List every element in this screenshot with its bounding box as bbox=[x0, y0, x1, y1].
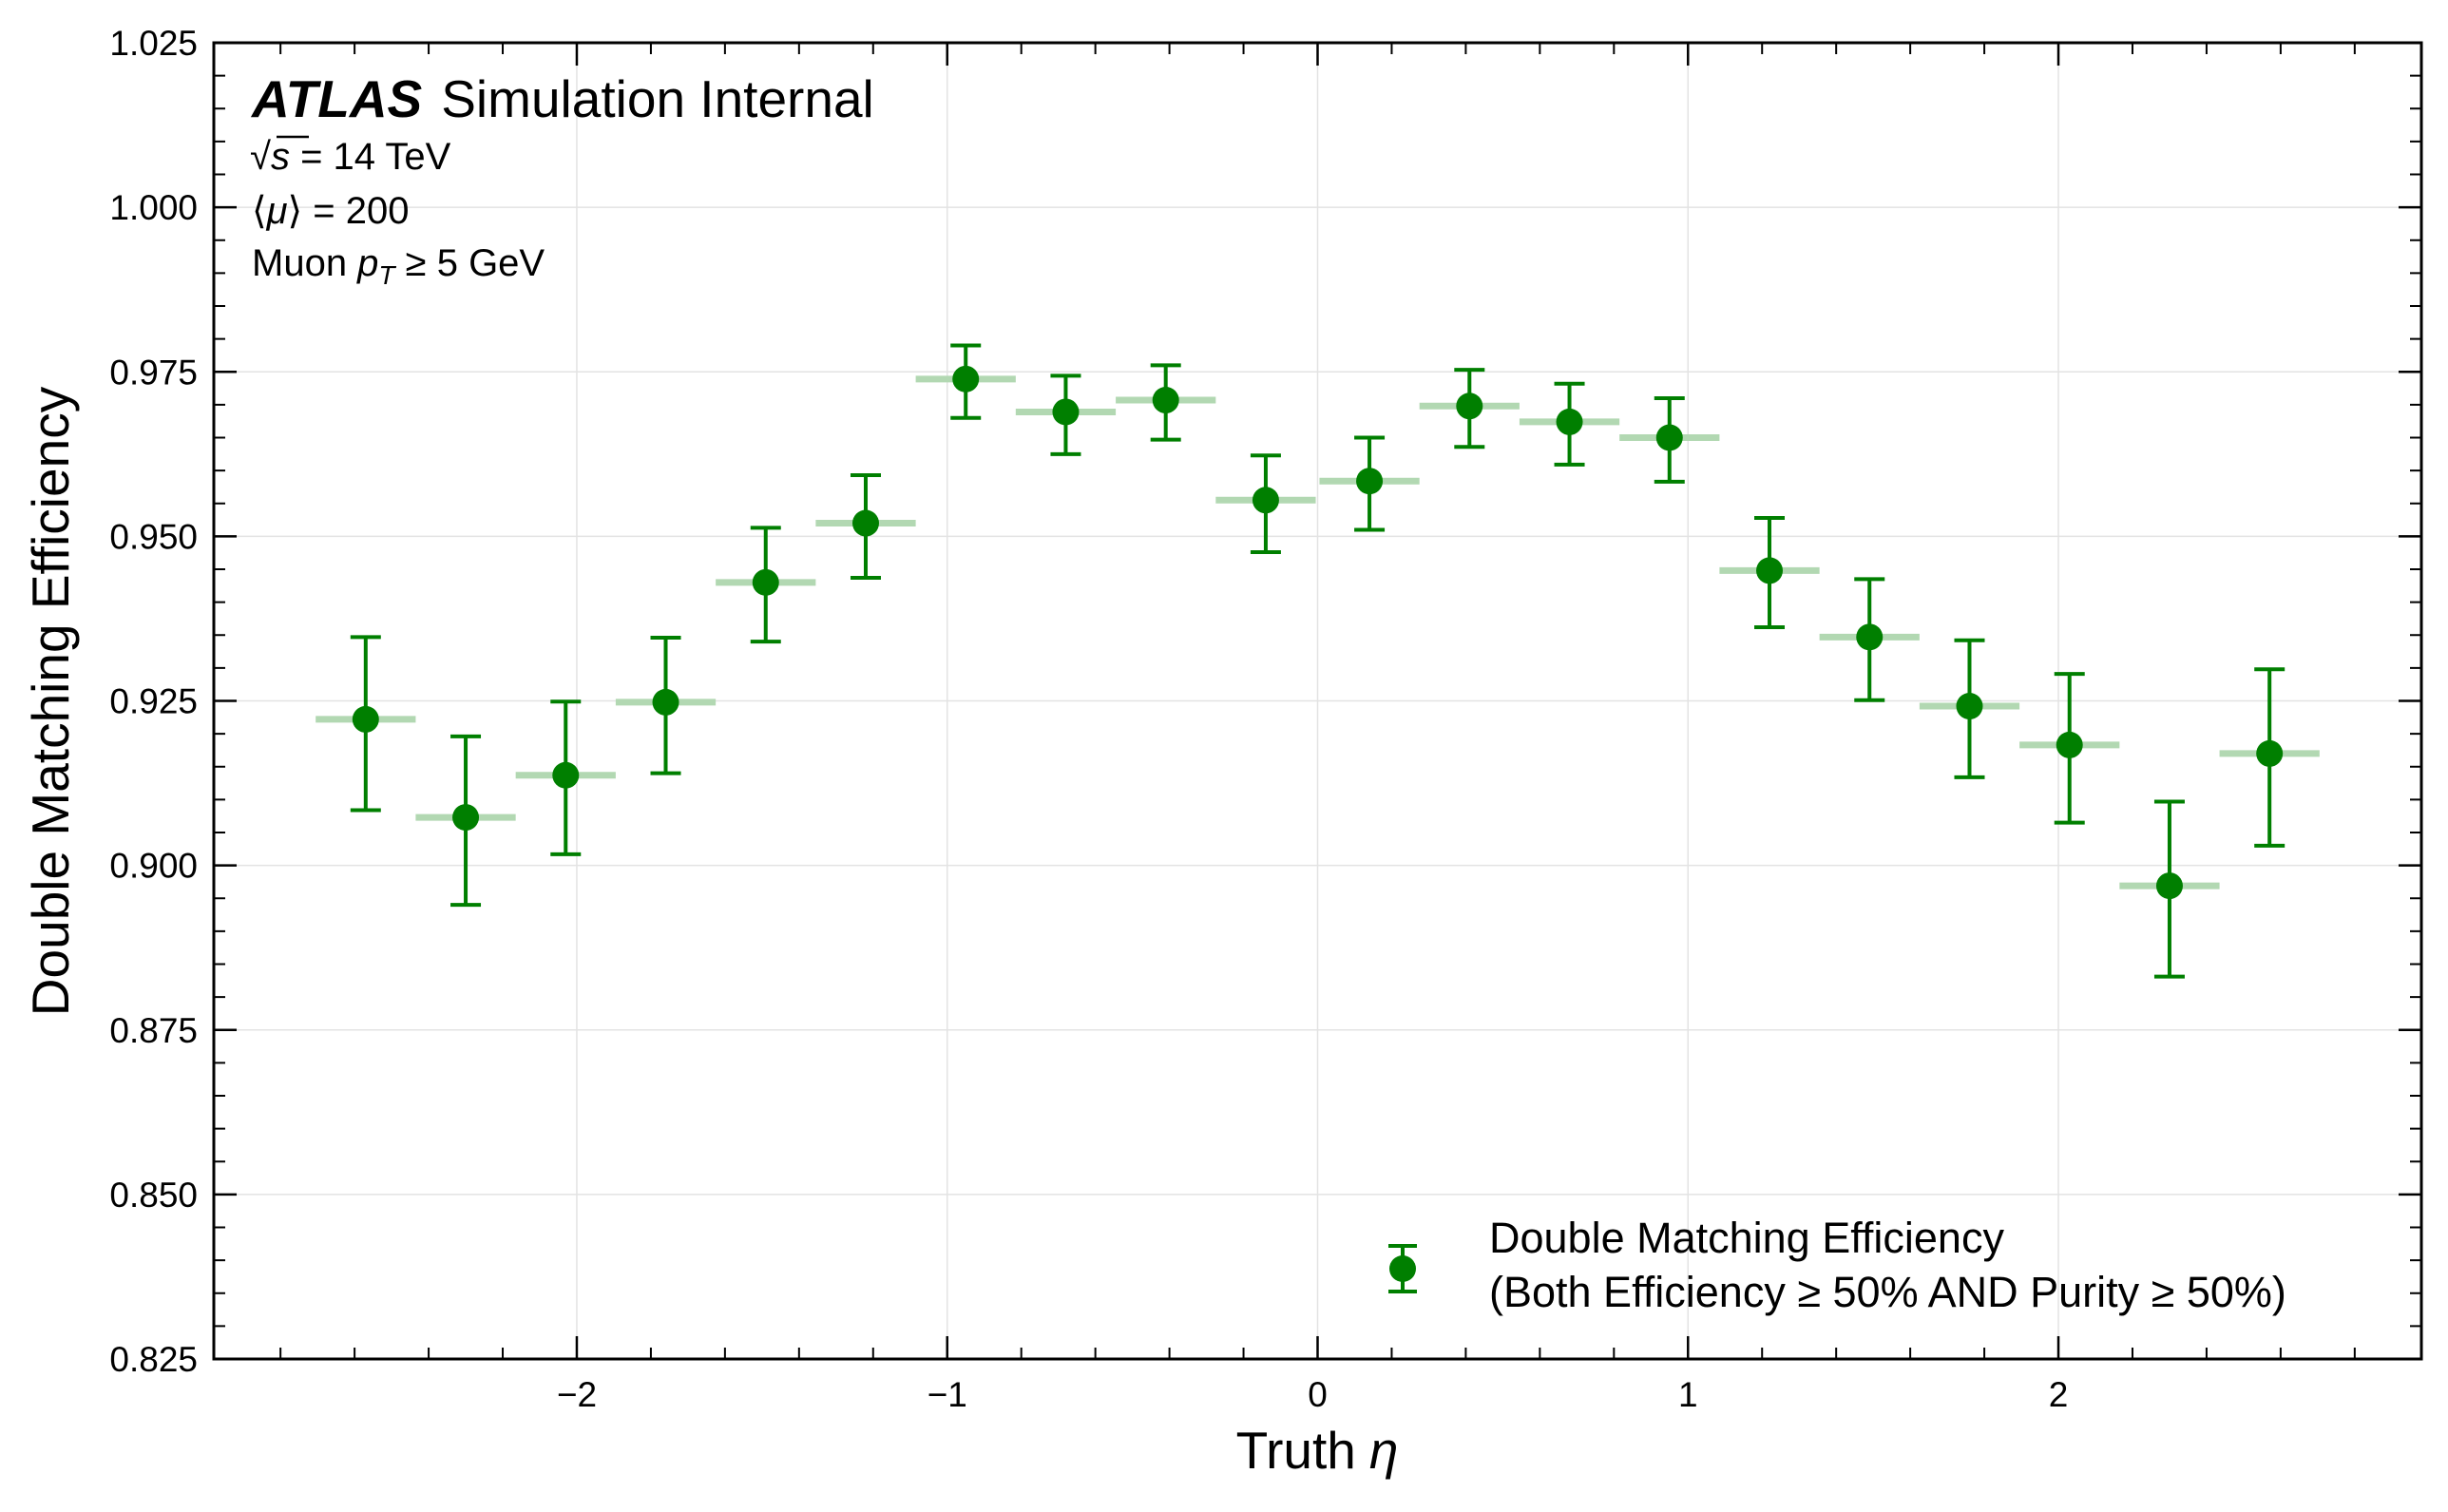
y-axis-label: Double Matching Efficiency bbox=[21, 386, 80, 1016]
y-tick-label: 0.925 bbox=[109, 682, 198, 721]
muon-cut-label: Muon pT ≥ 5 GeV bbox=[252, 242, 545, 290]
atlas-label: ATLAS Simulation Internal bbox=[250, 69, 874, 128]
data-point bbox=[2155, 872, 2183, 900]
data-point bbox=[1756, 557, 1784, 584]
pileup-close-bracket: ⟩ bbox=[288, 190, 303, 232]
data-point bbox=[352, 705, 379, 733]
data-point bbox=[2256, 739, 2284, 767]
x-tick-labels: −2 −1 0 1 2 bbox=[557, 1375, 2068, 1414]
x-tick-label: −1 bbox=[928, 1375, 967, 1414]
y-tick-label: 1.025 bbox=[109, 24, 198, 63]
y-tick-label: 0.825 bbox=[109, 1340, 198, 1379]
y-tick-label: 0.850 bbox=[109, 1176, 198, 1215]
data-point bbox=[552, 761, 580, 789]
energy-label: √s = 14 TeV bbox=[250, 136, 451, 178]
legend-entry-sublabel: (Both Efficiency ≥ 50% AND Purity ≥ 50%) bbox=[1489, 1268, 2286, 1316]
pileup-value: = 200 bbox=[302, 190, 409, 232]
data-point bbox=[1856, 623, 1884, 651]
plot-frame bbox=[212, 41, 2423, 1361]
data-point bbox=[952, 365, 980, 392]
legend: Double Matching Efficiency (Both Efficie… bbox=[1388, 1214, 2286, 1316]
x-axis-label-symbol: η bbox=[1369, 1421, 1399, 1480]
energy-variable: s bbox=[271, 136, 290, 178]
data-point bbox=[452, 804, 480, 832]
y-tick-label: 0.900 bbox=[109, 847, 198, 886]
legend-entry-label: Double Matching Efficiency bbox=[1489, 1214, 2004, 1262]
data-point bbox=[752, 568, 779, 596]
energy-value: = 14 TeV bbox=[290, 136, 451, 178]
y-tick-label: 0.950 bbox=[109, 517, 198, 556]
x-axis-label-text: Truth bbox=[1236, 1421, 1356, 1480]
cut-value: ≥ 5 GeV bbox=[395, 242, 545, 284]
pileup-variable: μ bbox=[266, 190, 288, 232]
status-label: Simulation Internal bbox=[441, 69, 874, 128]
x-tick-label: 2 bbox=[2049, 1375, 2069, 1414]
data-point bbox=[1456, 392, 1483, 420]
y-tick-label: 0.875 bbox=[109, 1011, 198, 1050]
data-point bbox=[851, 509, 879, 537]
data-point bbox=[1152, 387, 1179, 414]
data-points bbox=[352, 365, 2284, 900]
data-point bbox=[2056, 731, 2083, 758]
data-point bbox=[1655, 424, 1683, 451]
data-point bbox=[1556, 408, 1583, 435]
cut-variable: p bbox=[356, 242, 378, 284]
sqrt-symbol: √ bbox=[250, 136, 271, 178]
y-tick-label: 1.000 bbox=[109, 188, 198, 227]
data-point bbox=[1052, 398, 1080, 426]
data-point bbox=[1252, 487, 1279, 514]
data-point bbox=[1356, 468, 1384, 495]
y-tick-label: 0.975 bbox=[109, 353, 198, 392]
cut-prefix: Muon bbox=[252, 242, 357, 284]
x-tick-label: −2 bbox=[557, 1375, 597, 1414]
pileup-label: ⟨μ⟩ = 200 bbox=[252, 190, 409, 232]
data-point bbox=[652, 688, 679, 716]
cut-subscript: T bbox=[378, 260, 396, 290]
pileup-open-bracket: ⟨ bbox=[252, 190, 267, 232]
x-tick-label: 0 bbox=[1308, 1375, 1328, 1414]
data-point bbox=[1956, 693, 1983, 720]
legend-marker bbox=[1389, 1255, 1416, 1282]
minor-ticks bbox=[214, 43, 2421, 1359]
x-tick-label: 1 bbox=[1678, 1375, 1698, 1414]
experiment-name: ATLAS bbox=[250, 69, 423, 128]
y-tick-labels: 0.825 0.850 0.875 0.900 0.925 0.950 0.975 1.000… bbox=[109, 24, 198, 1379]
x-axis-label: Truth η bbox=[1236, 1421, 1399, 1480]
